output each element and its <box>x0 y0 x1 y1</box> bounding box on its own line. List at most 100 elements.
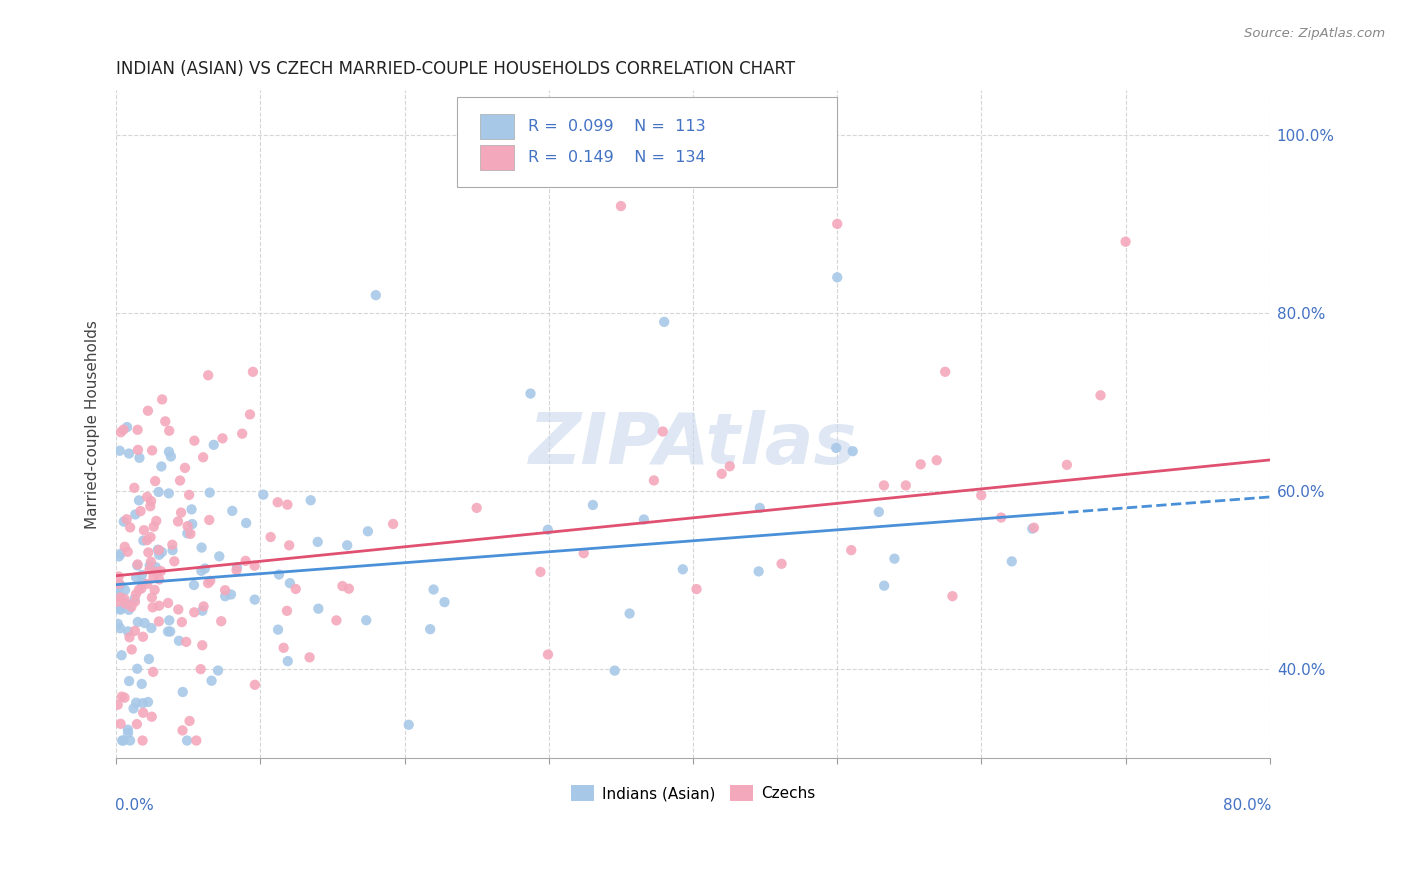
Text: R =  0.149    N =  134: R = 0.149 N = 134 <box>529 150 706 165</box>
Point <box>537 648 560 662</box>
Point <box>142 600 165 615</box>
Point <box>748 565 770 579</box>
Point <box>194 561 217 575</box>
Point <box>197 576 219 591</box>
Point <box>190 564 212 578</box>
Point <box>1001 554 1024 568</box>
Point <box>193 599 215 614</box>
Point <box>114 690 136 705</box>
Point <box>107 587 129 601</box>
Point <box>110 547 132 561</box>
Point <box>465 500 488 515</box>
Point <box>990 510 1012 524</box>
Point <box>142 570 165 584</box>
Point <box>242 365 264 379</box>
Point <box>112 423 135 437</box>
Point <box>672 562 695 576</box>
Point <box>643 474 665 488</box>
Point <box>167 633 190 648</box>
Point <box>868 505 890 519</box>
Point <box>114 583 136 598</box>
Y-axis label: Married-couple Households: Married-couple Households <box>86 320 100 529</box>
Point <box>307 535 329 549</box>
Point <box>148 548 170 562</box>
Point <box>278 576 301 591</box>
Point <box>179 526 201 541</box>
Point <box>610 199 633 213</box>
Point <box>141 443 163 458</box>
Point <box>267 567 290 582</box>
Point <box>136 403 159 417</box>
Point <box>157 624 180 639</box>
Point <box>107 616 129 631</box>
Text: Source: ZipAtlas.com: Source: ZipAtlas.com <box>1244 27 1385 40</box>
Point <box>159 624 181 639</box>
Point <box>211 431 233 445</box>
Point <box>243 592 266 607</box>
Point <box>117 726 139 740</box>
Point <box>162 543 184 558</box>
Point <box>231 426 253 441</box>
Point <box>652 315 675 329</box>
Point <box>529 565 551 579</box>
Point <box>382 516 405 531</box>
Point <box>125 587 148 601</box>
Point <box>110 425 132 440</box>
Point <box>142 665 165 679</box>
Point <box>146 542 169 557</box>
Point <box>651 425 673 439</box>
Point <box>191 604 214 618</box>
Point <box>115 512 138 526</box>
Point <box>124 591 146 606</box>
Point <box>120 520 142 534</box>
Point <box>186 733 208 747</box>
Point <box>873 579 896 593</box>
Point <box>112 515 135 529</box>
Point <box>136 577 159 591</box>
Point <box>183 605 205 619</box>
Point <box>181 517 204 532</box>
Point <box>114 596 136 610</box>
Point <box>619 607 641 621</box>
Point <box>357 524 380 539</box>
Point <box>225 563 247 577</box>
Point <box>214 583 236 598</box>
Point <box>139 500 162 514</box>
Point <box>176 526 198 541</box>
Point <box>825 217 848 231</box>
Point <box>1021 522 1043 536</box>
Point <box>124 508 146 522</box>
Point <box>124 595 146 609</box>
Point <box>148 543 170 558</box>
Point <box>191 450 214 465</box>
Point <box>108 578 131 592</box>
Point <box>118 733 141 747</box>
Point <box>433 595 456 609</box>
Point <box>107 595 129 609</box>
Point <box>1090 388 1112 402</box>
Point <box>115 420 138 434</box>
Point <box>129 504 152 518</box>
Point <box>226 560 249 574</box>
Point <box>148 599 170 613</box>
FancyBboxPatch shape <box>457 97 837 187</box>
Point <box>157 444 180 458</box>
Point <box>198 574 221 588</box>
Point <box>127 423 149 437</box>
Point <box>298 650 321 665</box>
Point <box>131 582 153 596</box>
Point <box>110 602 132 616</box>
Point <box>970 488 993 502</box>
Text: 80.0%: 80.0% <box>1223 798 1271 814</box>
Point <box>107 569 129 583</box>
Point <box>127 442 149 457</box>
Point <box>235 516 257 530</box>
Point <box>934 365 956 379</box>
Point <box>118 630 141 644</box>
Point <box>139 494 162 508</box>
Point <box>138 558 160 573</box>
Point <box>332 579 354 593</box>
Point <box>145 560 167 574</box>
Point <box>183 434 205 448</box>
Point <box>299 493 322 508</box>
